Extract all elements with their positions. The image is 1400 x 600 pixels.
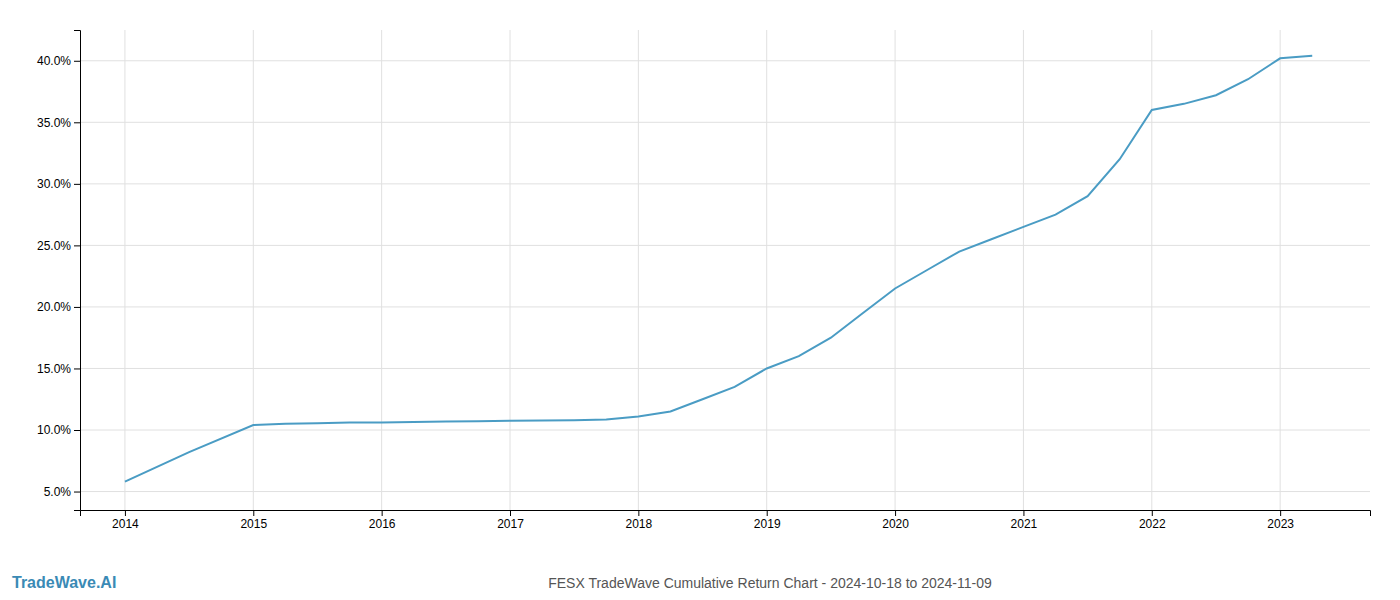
tick: 25.0%	[37, 239, 80, 253]
tick-mark	[74, 184, 80, 185]
tick: 2020	[882, 510, 909, 531]
tick-label: 25.0%	[37, 239, 71, 253]
tick-label: 2019	[754, 517, 781, 531]
tick-mark	[74, 307, 80, 308]
grid-line	[895, 30, 896, 510]
tick: 20.0%	[37, 300, 80, 314]
tick-label: 2023	[1267, 517, 1294, 531]
tick-mark	[767, 510, 768, 516]
tick-label: 2020	[882, 517, 909, 531]
tick-label: 2014	[112, 517, 139, 531]
tick: 2017	[497, 510, 524, 531]
tick-label: 2016	[369, 517, 396, 531]
tick-label: 30.0%	[37, 177, 71, 191]
line	[125, 56, 1312, 482]
marks	[125, 56, 1312, 482]
grid-line	[124, 30, 125, 510]
tick: 2015	[240, 510, 267, 531]
tick: 10.0%	[37, 423, 80, 437]
tick-mark	[74, 492, 80, 493]
grid-line	[80, 491, 1370, 492]
tick-label: 2018	[626, 517, 653, 531]
tick-label: 35.0%	[37, 116, 71, 130]
grid-line	[638, 30, 639, 510]
tick-mark	[1023, 510, 1024, 516]
grid-line	[80, 245, 1370, 246]
tick-label: 2017	[497, 517, 524, 531]
tick-mark	[638, 510, 639, 516]
tick-label: 40.0%	[37, 54, 71, 68]
axis-line	[74, 31, 81, 511]
tick: 2021	[1011, 510, 1038, 531]
tick: 15.0%	[37, 362, 80, 376]
tick-label: 2015	[240, 517, 267, 531]
grid-line	[253, 30, 254, 510]
tick-mark	[74, 122, 80, 123]
grid-line	[80, 183, 1370, 184]
grid-line	[766, 30, 767, 510]
grid-line	[1280, 30, 1281, 510]
tick: 40.0%	[37, 54, 80, 68]
tick-mark	[74, 61, 80, 62]
y-axis: 5.0% 10.0% 15.0% 20.0% 25.0% 30.0% 35.0% 40.0%	[37, 31, 81, 511]
tick-mark	[74, 430, 80, 431]
grid-line	[80, 306, 1370, 307]
grid-line	[80, 60, 1370, 61]
tick-mark	[125, 510, 126, 516]
tick-label: 5.0%	[44, 485, 72, 499]
tick-label: 2022	[1139, 517, 1166, 531]
tick-label: 15.0%	[37, 362, 71, 376]
tick: 2023	[1267, 510, 1294, 531]
tick-mark	[74, 368, 80, 369]
title: FESX TradeWave Cumulative Return Chart -…	[548, 575, 992, 591]
grid-line	[80, 122, 1370, 123]
tick: 2019	[754, 510, 781, 531]
tick-label: 10.0%	[37, 423, 71, 437]
tick: 30.0%	[37, 177, 80, 191]
grid-line	[381, 30, 382, 510]
tick: 2016	[369, 510, 396, 531]
tick: 2014	[112, 510, 139, 531]
tick: 35.0%	[37, 116, 80, 130]
grid-line	[80, 368, 1370, 369]
plot: 2014 2015 2016 2017 2018 2019 2020 2021 2022 2023…	[37, 30, 1371, 531]
tick-mark	[1280, 510, 1281, 516]
tick: 2018	[626, 510, 653, 531]
grid-line	[1151, 30, 1152, 510]
watermark: TradeWave.AI	[12, 574, 116, 591]
tick: 2022	[1139, 510, 1166, 531]
tick-mark	[382, 510, 383, 516]
tick-mark	[510, 510, 511, 516]
axis-line	[81, 511, 1371, 517]
tick-mark	[74, 245, 80, 246]
chart: 2014 2015 2016 2017 2018 2019 2020 2021 2022 2023…	[0, 0, 1400, 600]
x-axis: 2014 2015 2016 2017 2018 2019 2020 2021 2022 2023	[81, 510, 1371, 531]
grid-line	[80, 430, 1370, 431]
tick-mark	[1152, 510, 1153, 516]
tick-mark	[253, 510, 254, 516]
tick-label: 20.0%	[37, 300, 71, 314]
tick-mark	[895, 510, 896, 516]
grid-line	[510, 30, 511, 510]
tick-label: 2021	[1011, 517, 1038, 531]
tick: 5.0%	[44, 485, 80, 499]
grid-line	[1023, 30, 1024, 510]
grid	[80, 30, 1370, 510]
